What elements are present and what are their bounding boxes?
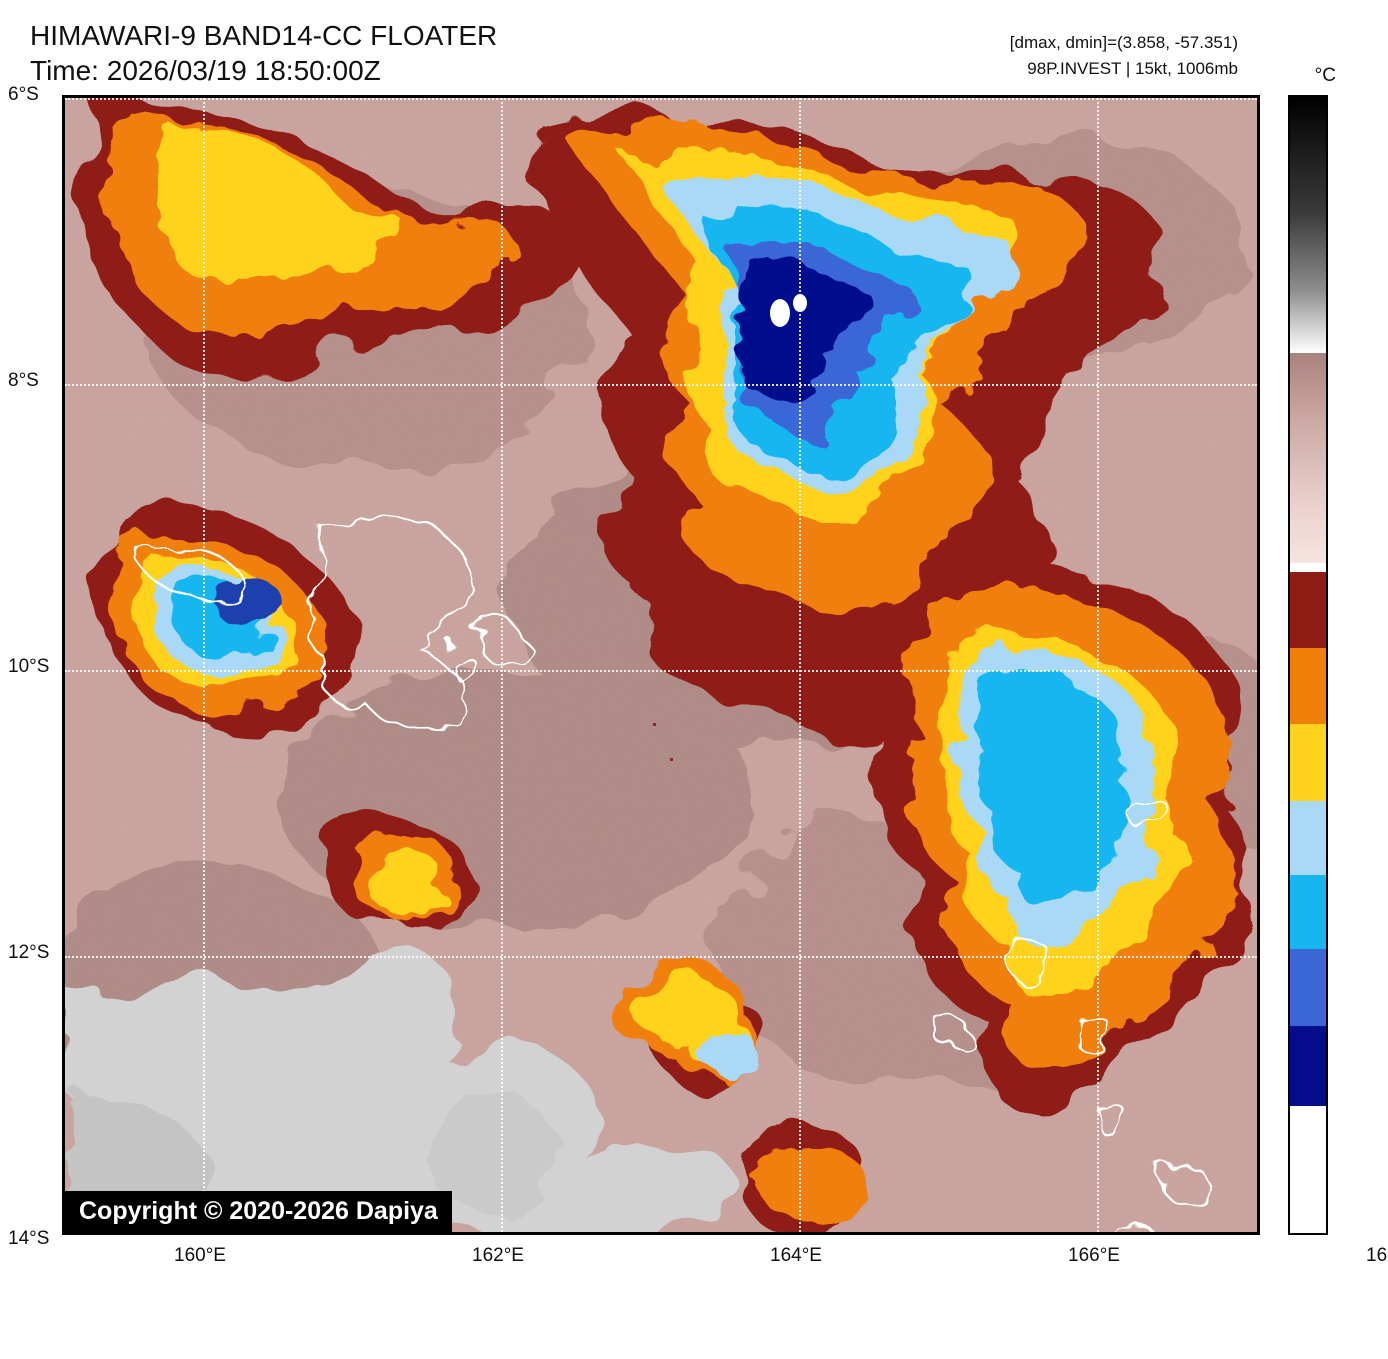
lat-tick-8s: 8°S: [8, 370, 39, 392]
gridline-latitude-10: [65, 670, 1257, 672]
colorbar-segment-orange: [1290, 648, 1326, 724]
lon-tick-160e: 160°E: [174, 1245, 226, 1267]
gridline-longitude-160: [203, 98, 205, 1232]
gridline-longitude-164: [799, 98, 801, 1232]
unit-celsius-label: °C: [1315, 65, 1336, 87]
colorbar[interactable]: 40 30 20 10 0 -10 -20 -30 -40 -50 -60 -7…: [1288, 95, 1328, 1235]
gridline-longitude-162: [501, 98, 503, 1232]
lat-tick-14s: 14°S: [8, 1228, 49, 1250]
colorbar-segment-pink: [1290, 353, 1326, 563]
lat-tick-10s: 10°S: [8, 656, 49, 678]
colorbar-segment-midblue: [1290, 949, 1326, 1026]
gridline-latitude-12: [65, 956, 1257, 958]
colorbar-segment-navy: [1290, 1026, 1326, 1106]
dmax-dmin-label: [dmax, dmin]=(3.858, -57.351): [1010, 30, 1238, 56]
colorbar-segment-white: [1290, 1106, 1326, 1233]
satellite-map[interactable]: Copyright © 2020-2026 Dapiya: [62, 95, 1260, 1235]
colorbar-segment-grayscale: [1290, 97, 1326, 353]
gridline-latitude-6: [65, 98, 1257, 100]
gridline-longitude-166: [1097, 98, 1099, 1232]
colorbar-segment-yellow: [1290, 724, 1326, 801]
lon-tick-168e: 168°E: [1366, 1245, 1388, 1267]
title-line1: HIMAWARI-9 BAND14-CC FLOATER: [30, 18, 497, 53]
copyright-label: Copyright © 2020-2026 Dapiya: [65, 1191, 452, 1232]
lon-tick-166e: 166°E: [1068, 1245, 1120, 1267]
colorbar-segment-darkred: [1290, 572, 1326, 648]
header-right-info: [dmax, dmin]=(3.858, -57.351) 98P.INVEST…: [1010, 30, 1238, 81]
title-line2: Time: 2026/03/19 18:50:00Z: [30, 53, 497, 88]
lat-tick-12s: 12°S: [8, 942, 49, 964]
cloud-imagery-layer: [65, 98, 1257, 1232]
title-block: HIMAWARI-9 BAND14-CC FLOATER Time: 2026/…: [30, 18, 497, 88]
colorbar-segment-lightblue: [1290, 801, 1326, 875]
colorbar-segment-cyan: [1290, 875, 1326, 949]
lon-tick-164e: 164°E: [770, 1245, 822, 1267]
invest-label: 98P.INVEST | 15kt, 1006mb: [1010, 56, 1238, 82]
gridline-latitude-8: [65, 384, 1257, 386]
lon-tick-162e: 162°E: [472, 1245, 524, 1267]
